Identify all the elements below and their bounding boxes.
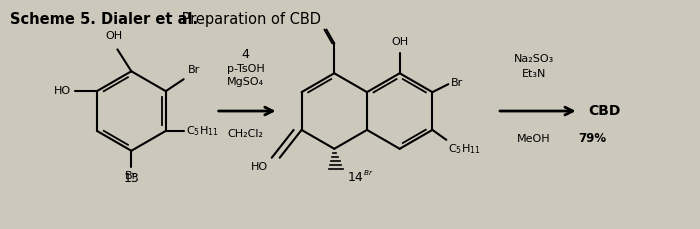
Text: $^{Br}$: $^{Br}$ xyxy=(363,171,374,181)
Text: 79%: 79% xyxy=(579,132,607,145)
Text: MgSO₄: MgSO₄ xyxy=(227,77,264,87)
Text: 4: 4 xyxy=(241,48,250,61)
Text: Br: Br xyxy=(125,171,137,181)
Text: p-TsOH: p-TsOH xyxy=(227,64,265,74)
Text: C$_5$H$_{11}$: C$_5$H$_{11}$ xyxy=(186,124,218,138)
Text: OH: OH xyxy=(105,31,122,41)
Text: OH: OH xyxy=(391,37,408,47)
Text: 14: 14 xyxy=(347,171,363,184)
Text: C$_5$H$_{11}$: C$_5$H$_{11}$ xyxy=(448,142,481,156)
Text: MeOH: MeOH xyxy=(517,134,551,144)
Text: Et₃N: Et₃N xyxy=(522,69,546,79)
Text: HO: HO xyxy=(54,86,71,96)
Text: Br: Br xyxy=(452,78,463,88)
Text: Preparation of CBD: Preparation of CBD xyxy=(177,12,321,27)
Text: CH₂Cl₂: CH₂Cl₂ xyxy=(228,129,264,139)
Text: CBD: CBD xyxy=(589,104,621,118)
Text: Br: Br xyxy=(188,65,200,75)
Text: Scheme 5. Dialer et al.: Scheme 5. Dialer et al. xyxy=(10,12,198,27)
Text: 13: 13 xyxy=(123,172,139,185)
Text: HO: HO xyxy=(251,162,268,172)
Text: Na₂SO₃: Na₂SO₃ xyxy=(514,54,554,64)
